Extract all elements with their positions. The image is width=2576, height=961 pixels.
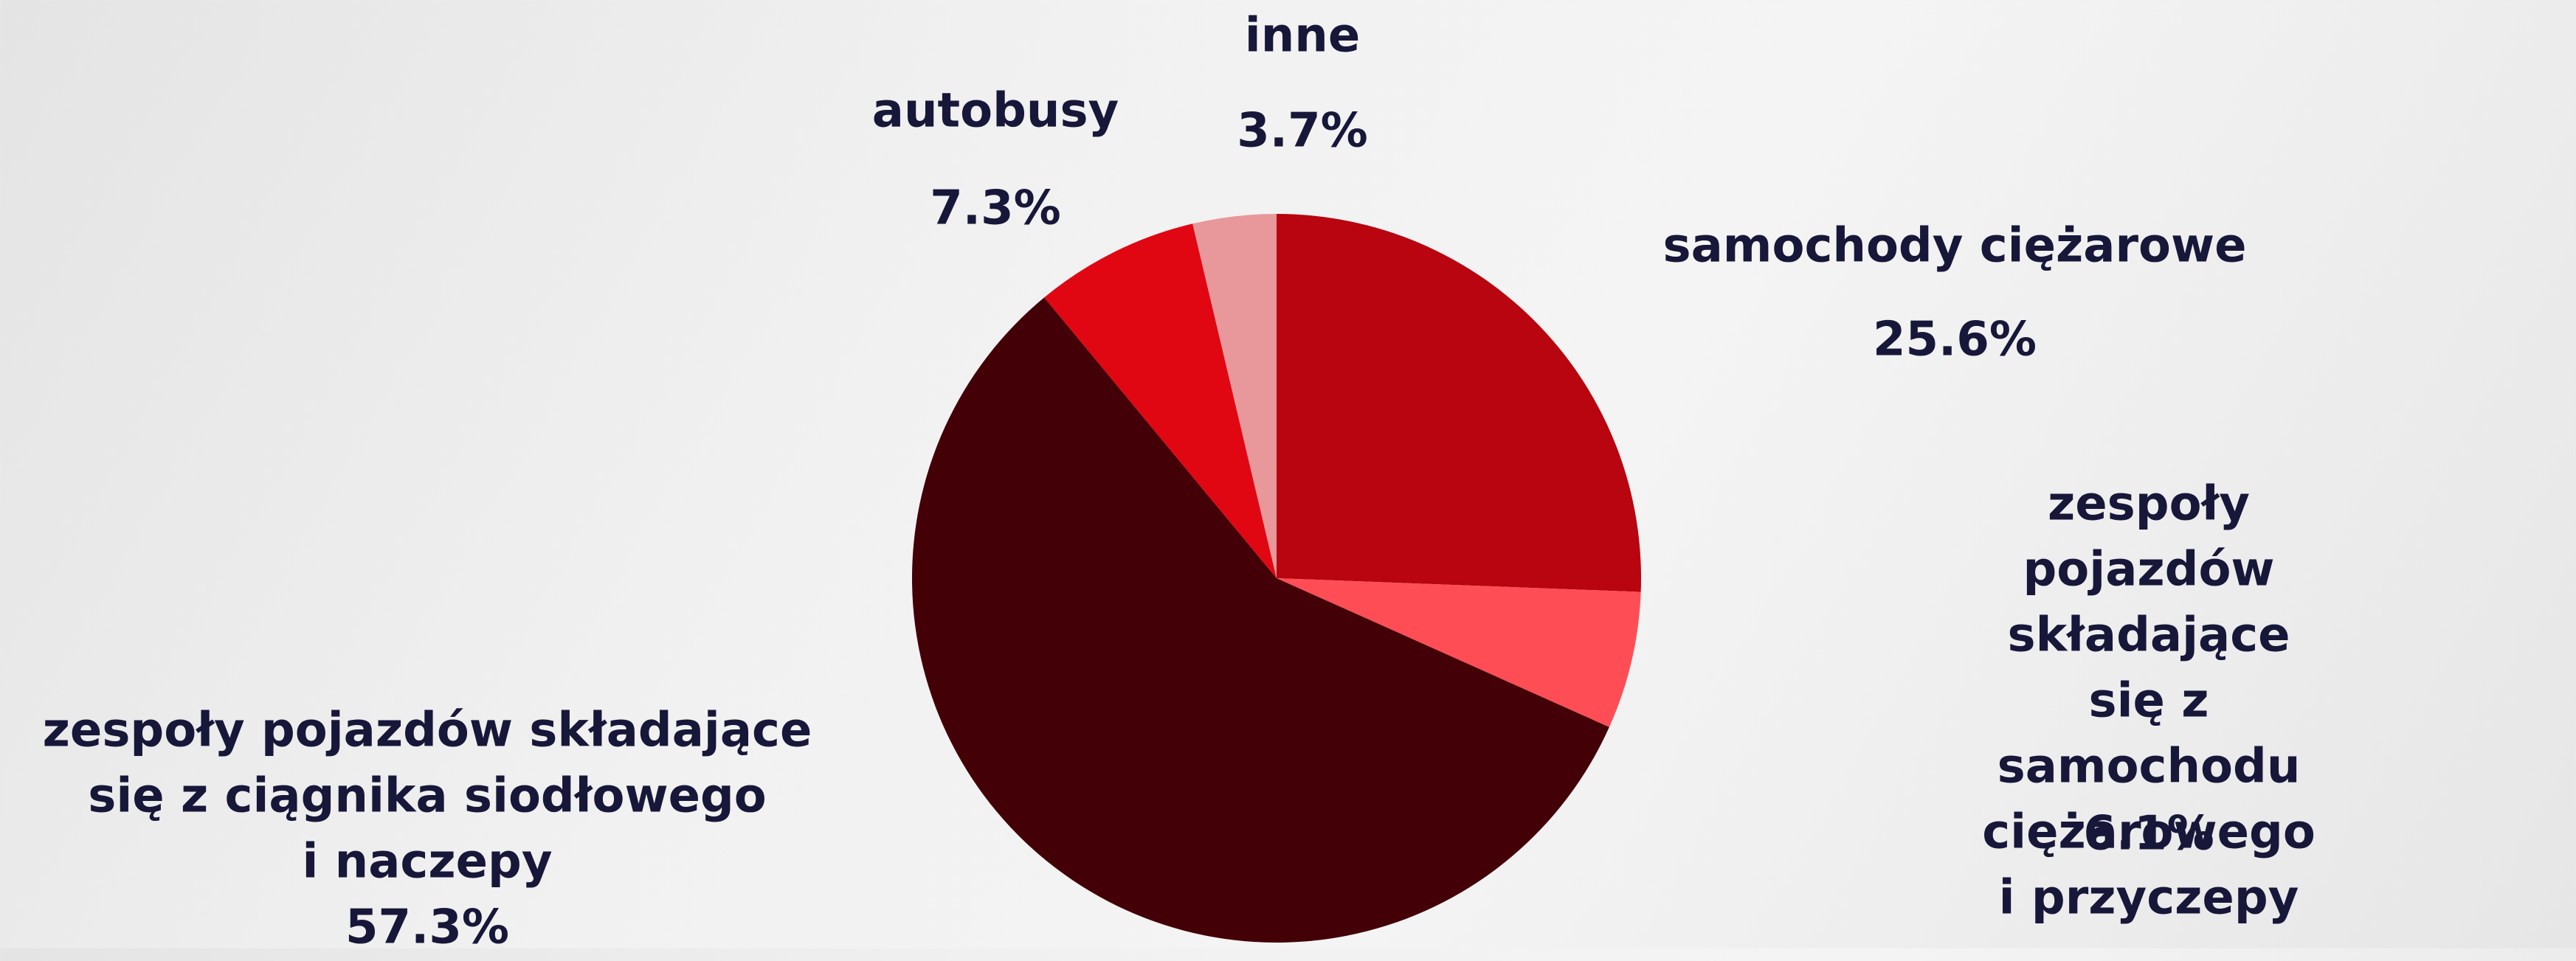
slice-value: 3.7% — [1237, 99, 1368, 164]
slice-label: samochody ciężarowe — [1663, 214, 2247, 280]
slice-value: 6.1% — [2083, 802, 2214, 867]
slice-value: 57.3% — [345, 895, 509, 961]
page: (() => { const data = JSON.parse(documen… — [0, 0, 2576, 948]
slice-label: zespoły pojazdów składające się z ciągni… — [43, 698, 812, 895]
slice-label: autobusy — [872, 79, 1119, 145]
slice-label: inne — [1245, 4, 1360, 69]
pie-slice — [1277, 214, 1641, 592]
slice-value: 7.3% — [930, 176, 1061, 242]
slice-value: 25.6% — [1873, 308, 2037, 373]
